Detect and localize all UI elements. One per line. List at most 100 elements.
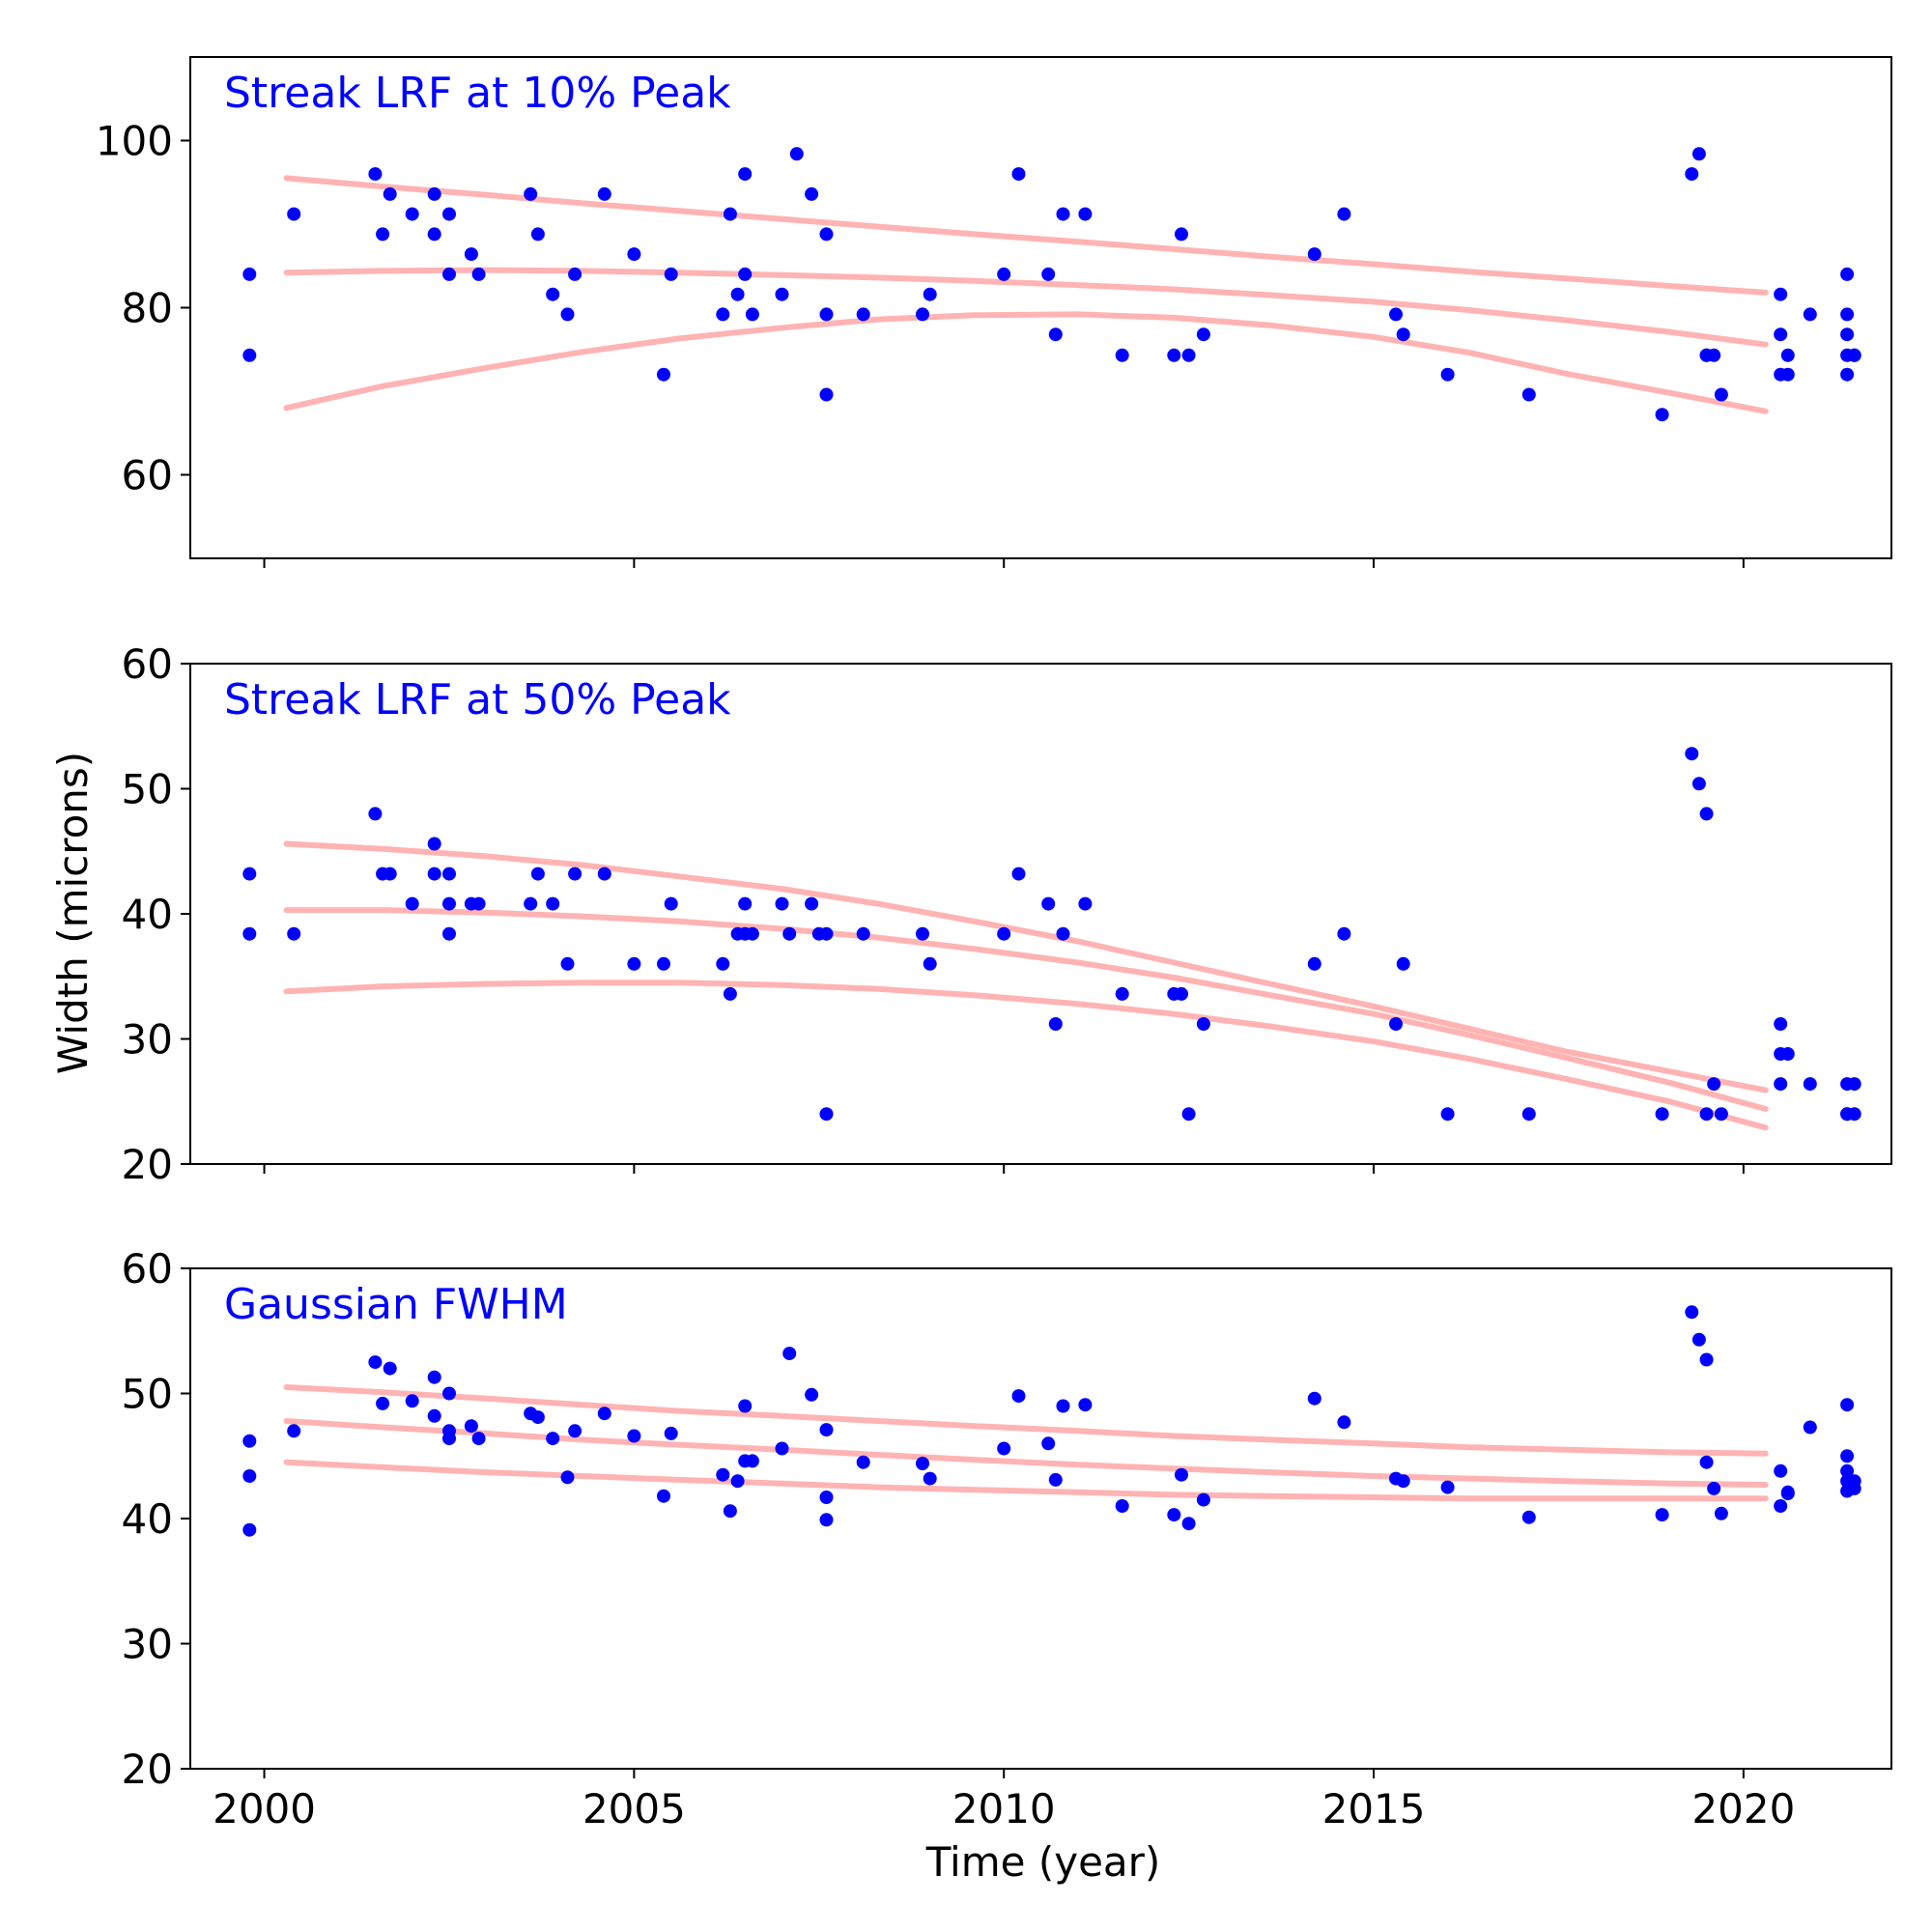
data-point bbox=[923, 1471, 937, 1486]
data-point bbox=[1181, 348, 1196, 362]
data-point bbox=[1011, 1389, 1026, 1404]
data-point bbox=[819, 1513, 834, 1527]
panel-title: Streak LRF at 10% Peak bbox=[224, 69, 731, 118]
data-point bbox=[530, 867, 545, 881]
panel-streak-lrf-10: 60 80 100 Streak LRF at 10% Peak bbox=[96, 56, 1892, 568]
data-point bbox=[471, 1432, 486, 1446]
data-point bbox=[427, 1370, 441, 1384]
data-point bbox=[997, 267, 1011, 281]
data-point bbox=[1396, 956, 1410, 971]
fit-lower-curve bbox=[283, 311, 1769, 414]
data-point bbox=[1655, 1508, 1669, 1522]
data-point bbox=[287, 207, 301, 221]
data-point bbox=[1175, 1467, 1188, 1482]
data-point bbox=[1196, 1492, 1210, 1507]
data-point bbox=[1056, 926, 1070, 941]
data-point bbox=[597, 867, 611, 881]
data-point bbox=[242, 1469, 257, 1483]
data-point bbox=[1714, 1506, 1728, 1520]
data-point bbox=[471, 267, 486, 281]
data-point bbox=[819, 307, 834, 322]
data-point bbox=[1078, 896, 1093, 911]
y-tick-label: 20 bbox=[122, 1746, 173, 1793]
data-point bbox=[1115, 1499, 1129, 1513]
data-point bbox=[383, 186, 397, 201]
data-point bbox=[1707, 1481, 1721, 1495]
data-point bbox=[464, 247, 478, 262]
data-point bbox=[560, 956, 575, 971]
data-point bbox=[1396, 1474, 1410, 1489]
data-point bbox=[242, 348, 257, 362]
data-point bbox=[242, 267, 257, 281]
data-point bbox=[1714, 387, 1728, 402]
data-point bbox=[923, 956, 937, 971]
data-point bbox=[1167, 348, 1181, 362]
data-point bbox=[1691, 777, 1706, 791]
data-point bbox=[524, 896, 538, 911]
data-point bbox=[1396, 327, 1410, 342]
data-point bbox=[1011, 167, 1026, 182]
data-point bbox=[568, 1424, 582, 1438]
panel-title: Gaussian FWHM bbox=[224, 1280, 568, 1329]
data-point bbox=[819, 387, 834, 402]
data-point bbox=[1691, 147, 1706, 161]
data-point bbox=[657, 1489, 670, 1503]
data-point bbox=[1011, 867, 1026, 881]
data-point bbox=[530, 227, 545, 242]
data-point bbox=[1774, 1463, 1788, 1478]
data-point bbox=[745, 926, 759, 941]
data-point bbox=[1840, 1398, 1855, 1412]
data-point bbox=[1048, 1472, 1063, 1487]
fit-center-curve bbox=[283, 267, 1769, 348]
data-point bbox=[1780, 348, 1795, 362]
data-point bbox=[805, 896, 819, 911]
y-tick-label: 100 bbox=[96, 118, 173, 165]
data-point bbox=[1840, 267, 1855, 281]
data-point bbox=[405, 896, 419, 911]
data-point bbox=[1175, 227, 1188, 242]
data-point bbox=[442, 1432, 456, 1446]
data-point bbox=[805, 186, 819, 201]
data-point bbox=[442, 207, 456, 221]
data-point bbox=[368, 807, 383, 821]
fit-upper-curve bbox=[283, 1384, 1769, 1457]
data-point bbox=[1774, 1499, 1788, 1513]
data-point bbox=[1196, 327, 1210, 342]
data-point bbox=[1389, 307, 1403, 322]
panel-streak-lrf-50: 20 30 40 50 60 Streak LRF at 50% Peak bbox=[122, 640, 1892, 1188]
data-point bbox=[1707, 1077, 1721, 1092]
data-point bbox=[1078, 207, 1093, 221]
data-point bbox=[471, 896, 486, 911]
data-point bbox=[442, 1386, 456, 1401]
data-point bbox=[664, 267, 678, 281]
data-point bbox=[1041, 1436, 1056, 1451]
data-point bbox=[1337, 926, 1351, 941]
data-point bbox=[1337, 1415, 1351, 1430]
data-point bbox=[1115, 986, 1129, 1001]
data-point bbox=[1774, 1077, 1788, 1092]
data-point bbox=[1699, 1352, 1714, 1367]
fit-upper-curve bbox=[283, 840, 1769, 1094]
data-point bbox=[1774, 327, 1788, 342]
data-point bbox=[627, 1429, 641, 1443]
data-point bbox=[775, 896, 789, 911]
data-point bbox=[1840, 1463, 1855, 1478]
data-point bbox=[1840, 327, 1855, 342]
data-point bbox=[819, 1491, 834, 1504]
data-point bbox=[657, 956, 670, 971]
data-point bbox=[1780, 1047, 1795, 1061]
data-point bbox=[775, 1441, 789, 1456]
data-point bbox=[745, 1454, 759, 1468]
data-point bbox=[1847, 348, 1861, 362]
y-axis-label: Width (microns) bbox=[49, 752, 97, 1074]
y-tick-label: 40 bbox=[122, 1495, 173, 1543]
data-point bbox=[916, 1457, 929, 1470]
data-point bbox=[442, 867, 456, 881]
panel-title: Streak LRF at 50% Peak bbox=[224, 675, 731, 724]
data-point bbox=[376, 227, 390, 242]
data-point bbox=[1847, 1107, 1861, 1122]
x-tick-label: 2010 bbox=[952, 1785, 1056, 1833]
data-point bbox=[819, 1107, 834, 1122]
y-tick-label: 50 bbox=[122, 1371, 173, 1418]
data-point bbox=[568, 867, 582, 881]
